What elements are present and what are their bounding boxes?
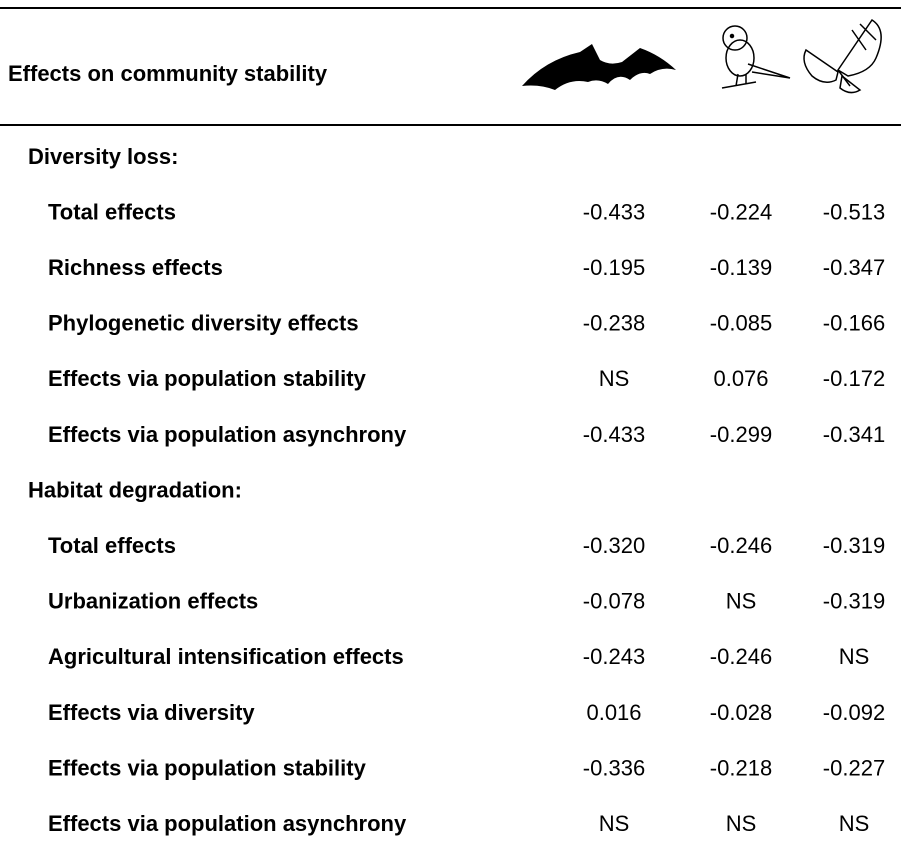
cell-value: -0.139 [710, 255, 772, 280]
table-title: Effects on community stability [8, 61, 328, 86]
cell-value: -0.238 [583, 311, 645, 336]
cell-value: 0.016 [586, 700, 641, 725]
cell-value: -0.028 [710, 700, 772, 725]
row-label: Total effects [48, 199, 176, 224]
butterfly-icon [803, 18, 882, 94]
cell-value: -0.172 [823, 366, 885, 391]
row-label: Effects via population stability [48, 366, 367, 391]
row-label: Effects via population asynchrony [48, 422, 407, 447]
row-label: Richness effects [48, 255, 223, 280]
cell-value: -0.195 [583, 255, 645, 280]
bird-icon [721, 25, 791, 89]
row-label: Total effects [48, 533, 176, 558]
cell-value: -0.092 [823, 700, 885, 725]
row-label: Urbanization effects [48, 589, 258, 614]
row-label: Phylogenetic diversity effects [48, 311, 359, 336]
cell-value: -0.243 [583, 644, 645, 669]
cell-value: -0.336 [583, 755, 645, 780]
cell-value: NS [599, 811, 630, 836]
cell-value: -0.246 [710, 533, 772, 558]
cell-value: -0.299 [710, 422, 772, 447]
cell-value: -0.166 [823, 311, 885, 336]
cell-value: -0.341 [823, 422, 885, 447]
cell-value: -0.085 [710, 311, 772, 336]
cell-value: NS [599, 366, 630, 391]
cell-value: -0.224 [710, 199, 772, 224]
cell-value: NS [839, 644, 870, 669]
cell-value: NS [726, 589, 757, 614]
row-label: Effects via population stability [48, 755, 367, 780]
cell-value: NS [726, 811, 757, 836]
cell-value: -0.319 [823, 589, 885, 614]
cell-value: -0.513 [823, 199, 885, 224]
cell-value: NS [839, 811, 870, 836]
cell-value: -0.319 [823, 533, 885, 558]
section-title: Diversity loss: [28, 144, 178, 169]
cell-value: -0.246 [710, 644, 772, 669]
row-label: Agricultural intensification effects [48, 644, 404, 669]
cell-value: -0.433 [583, 422, 645, 447]
bat-icon [522, 44, 676, 90]
cell-value: -0.218 [710, 755, 772, 780]
cell-value: -0.078 [583, 589, 645, 614]
cell-value: 0.076 [713, 366, 768, 391]
cell-value: -0.433 [583, 199, 645, 224]
cell-value: -0.347 [823, 255, 885, 280]
row-label: Effects via population asynchrony [48, 811, 407, 836]
section-title: Habitat degradation: [28, 477, 242, 502]
cell-value: -0.320 [583, 533, 645, 558]
cell-value: -0.227 [823, 755, 885, 780]
row-label: Effects via diversity [48, 700, 255, 725]
